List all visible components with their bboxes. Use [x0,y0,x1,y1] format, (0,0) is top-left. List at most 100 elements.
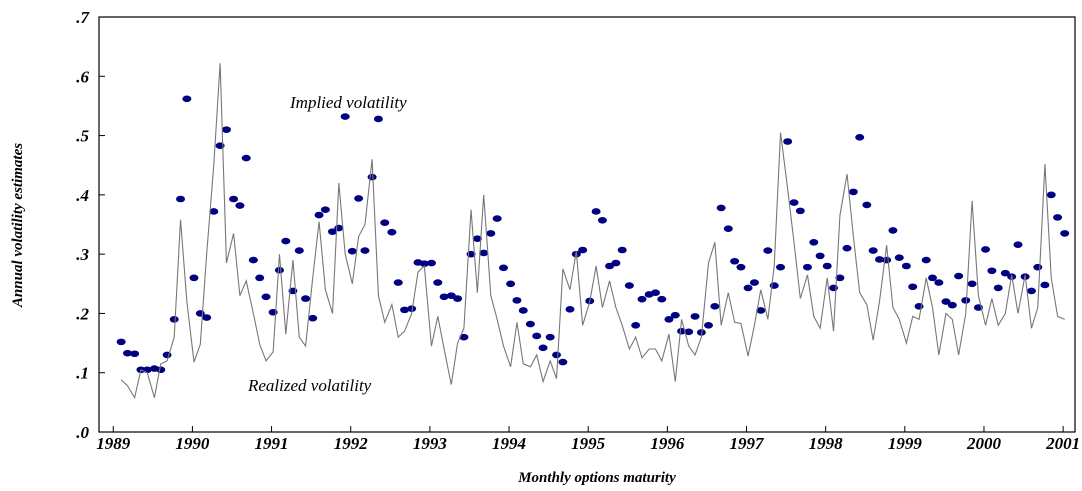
x-tick-label: 1998 [809,434,844,453]
implied-point [512,297,522,304]
x-tick-label: 1993 [413,434,448,453]
implied-point [743,284,753,292]
implied-point [961,297,971,304]
implied-point [393,279,403,286]
implied-point [1046,191,1056,199]
implied-point [1053,214,1063,221]
implied-point [664,316,674,323]
implied-point [248,256,258,264]
implied-point [704,321,714,329]
y-tick-label: .4 [76,186,89,205]
implied-point [439,293,449,301]
x-tick-label: 1999 [888,434,923,453]
realized-line [120,63,1065,400]
implied-point [328,228,338,235]
implied-point [921,256,931,264]
implied-point [855,134,865,141]
implied-point [987,267,997,275]
implied-point [749,279,759,286]
implied-point [868,247,878,254]
implied-point [552,351,562,359]
implied-point [815,252,825,260]
implied-point [716,204,726,212]
implied-point [981,246,991,253]
implied-point [492,215,502,222]
x-tick-label: 1992 [334,434,369,453]
x-axis-title: Monthly options maturity [517,470,676,486]
implied-point [301,295,311,302]
implied-point [176,195,186,203]
y-tick-label: .2 [76,304,89,323]
implied-point [340,113,350,120]
y-tick-label: .6 [76,67,89,86]
realized-label: Realized volatility [247,376,372,395]
implied-point [617,246,627,254]
implied-point [1060,230,1070,237]
implied-point [116,338,126,346]
implied-point [908,283,918,291]
implied-point [631,321,641,329]
x-tick-label: 1997 [730,434,766,453]
implied-point [835,274,845,282]
y-tick-label: .1 [76,364,89,383]
implied-point [472,235,482,243]
implied-point [730,257,740,265]
implied-point [373,115,383,123]
implied-point [1033,263,1043,271]
y-axis-title: Annual volatility estimates [10,143,26,308]
implied-point [347,247,357,255]
implied-point [400,306,410,314]
x-tick-label: 1990 [175,434,210,453]
implied-point [314,211,324,219]
implied-point [928,274,938,282]
implied-point [829,284,839,292]
implied-point [684,328,694,336]
y-tick-label: .0 [76,423,89,442]
implied-point [367,173,377,181]
x-tick-label: 1991 [255,434,289,453]
implied-point [334,224,344,232]
implied-point [498,264,508,272]
implied-point [947,301,957,309]
implied-point [360,247,370,254]
implied-point [538,344,548,352]
implied-point [189,274,199,282]
implied-point [241,154,251,162]
implied-point [426,259,436,267]
y-tick-label: .3 [76,245,89,264]
implied-point [657,295,667,303]
implied-point [209,208,219,215]
implied-point [591,208,601,215]
implied-point [597,217,607,224]
implied-point [842,244,852,252]
implied-point [387,228,397,236]
implied-point [776,263,786,271]
x-tick-label: 1989 [96,434,131,453]
x-tick-label: 2000 [966,434,1002,453]
implied-point [558,358,568,366]
implied-point [690,313,700,320]
implied-point [710,303,720,310]
implied-point [156,366,166,374]
implied-point [862,201,872,209]
implied-point [255,274,265,282]
implied-point [221,126,231,133]
x-tick-label: 1996 [650,434,685,453]
implied-point [650,289,660,296]
implied-point [453,295,463,302]
implied-point [611,259,621,267]
implied-point [294,247,304,254]
plot-frame [98,16,1076,433]
implied-point [888,227,898,234]
implied-point [874,256,884,263]
implied-point [993,284,1003,292]
implied-point [162,351,172,359]
implied-point [261,293,271,301]
implied-point [967,280,977,288]
x-tick-label: 1995 [571,434,606,453]
implied-point [882,256,892,264]
implied-label: Implied volatility [289,93,407,112]
implied-point [486,230,496,237]
implied-point [578,246,588,254]
implied-point [1000,269,1010,277]
